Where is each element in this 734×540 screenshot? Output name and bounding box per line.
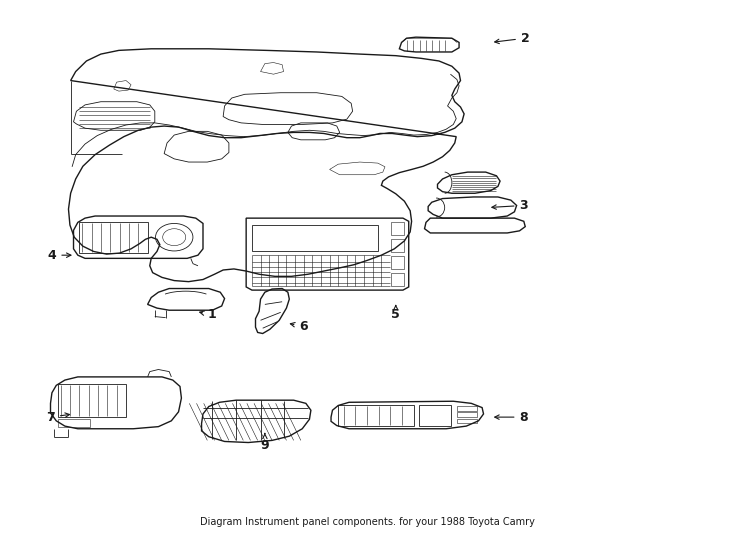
Bar bbox=[391, 256, 404, 269]
Bar bbox=[457, 418, 477, 423]
Bar bbox=[338, 406, 414, 426]
Bar bbox=[457, 406, 477, 411]
Text: 7: 7 bbox=[46, 410, 70, 423]
Bar bbox=[391, 273, 404, 286]
Bar bbox=[58, 384, 126, 417]
Bar bbox=[391, 222, 404, 235]
Bar bbox=[79, 222, 148, 253]
Text: 9: 9 bbox=[261, 434, 269, 452]
Text: 1: 1 bbox=[200, 308, 217, 321]
Bar bbox=[457, 413, 477, 417]
Text: 3: 3 bbox=[492, 199, 528, 212]
Text: 2: 2 bbox=[495, 32, 530, 45]
Text: 8: 8 bbox=[495, 410, 528, 423]
Text: 4: 4 bbox=[48, 249, 71, 262]
Bar bbox=[391, 239, 404, 252]
Text: 5: 5 bbox=[391, 305, 400, 321]
Text: Diagram Instrument panel components. for your 1988 Toyota Camry: Diagram Instrument panel components. for… bbox=[200, 517, 534, 526]
Text: 6: 6 bbox=[291, 320, 308, 333]
Bar bbox=[252, 225, 378, 252]
Bar bbox=[58, 418, 90, 427]
Bar bbox=[419, 406, 451, 426]
